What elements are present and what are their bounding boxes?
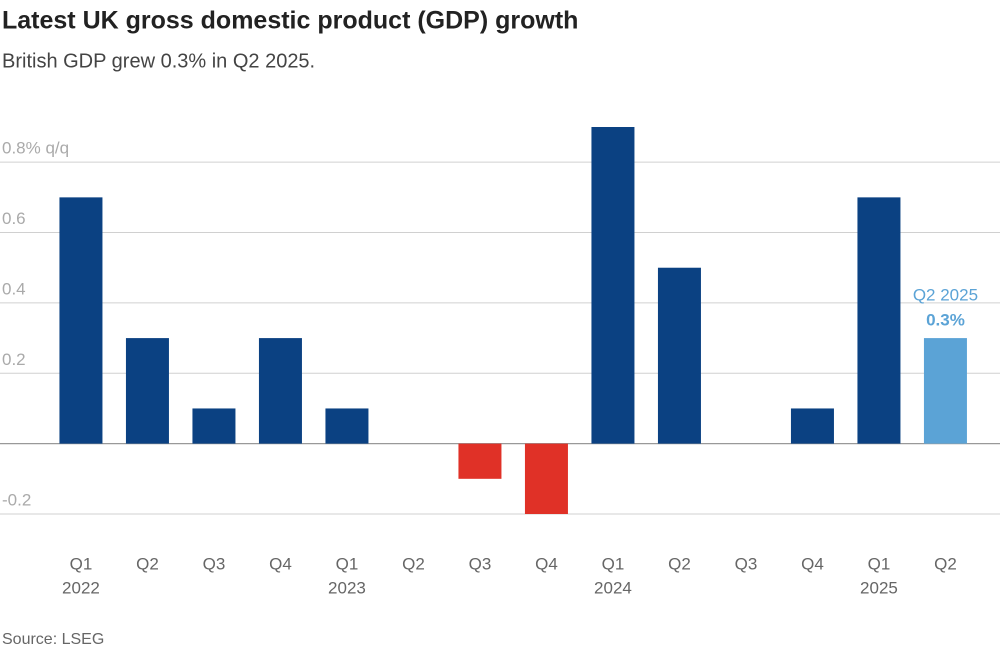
x-tick-label: Q3	[469, 554, 492, 573]
annotation-title: Q2 2025	[913, 286, 978, 305]
bar	[325, 408, 369, 444]
x-tick-label: Q4	[269, 554, 292, 573]
x-tick-label: Q1	[70, 554, 93, 573]
x-tick-label: Q4	[535, 554, 558, 573]
bar	[524, 443, 568, 514]
x-tick-label: Q3	[735, 554, 758, 573]
bar	[857, 197, 901, 444]
x-tick-label: Q1	[336, 554, 359, 573]
x-tick-label: Q3	[203, 554, 226, 573]
x-tick-label: Q2	[402, 554, 425, 573]
x-tick-label: Q1	[868, 554, 891, 573]
x-tick-label: 2024	[594, 578, 632, 597]
y-tick-label: -0.2	[2, 490, 31, 509]
bar	[59, 197, 103, 444]
y-tick-label: 0.8% q/q	[2, 139, 69, 158]
source: Source: LSEG	[2, 631, 104, 648]
chart-title: Latest UK gross domestic product (GDP) g…	[2, 7, 578, 35]
x-tick-label: 2022	[62, 578, 100, 597]
x-tick-label: Q2	[668, 554, 691, 573]
bar	[192, 408, 236, 444]
annotation-value: 0.3%	[926, 311, 965, 330]
y-tick-label: 0.4	[2, 279, 26, 298]
chart-subtitle: British GDP grew 0.3% in Q2 2025.	[2, 50, 315, 72]
bar	[790, 408, 834, 444]
x-tick-label: 2025	[860, 578, 898, 597]
bar	[591, 127, 635, 444]
x-tick-label: Q1	[602, 554, 625, 573]
x-tick-label: 2023	[328, 578, 366, 597]
x-tick-label: Q4	[801, 554, 824, 573]
bar	[125, 338, 169, 444]
x-tick-label: Q2	[934, 554, 957, 573]
bar	[258, 338, 302, 444]
bar	[458, 443, 502, 479]
y-tick-label: 0.2	[2, 350, 26, 369]
bar	[657, 267, 701, 444]
bar	[923, 338, 967, 444]
x-tick-label: Q2	[136, 554, 159, 573]
y-tick-label: 0.6	[2, 209, 26, 228]
